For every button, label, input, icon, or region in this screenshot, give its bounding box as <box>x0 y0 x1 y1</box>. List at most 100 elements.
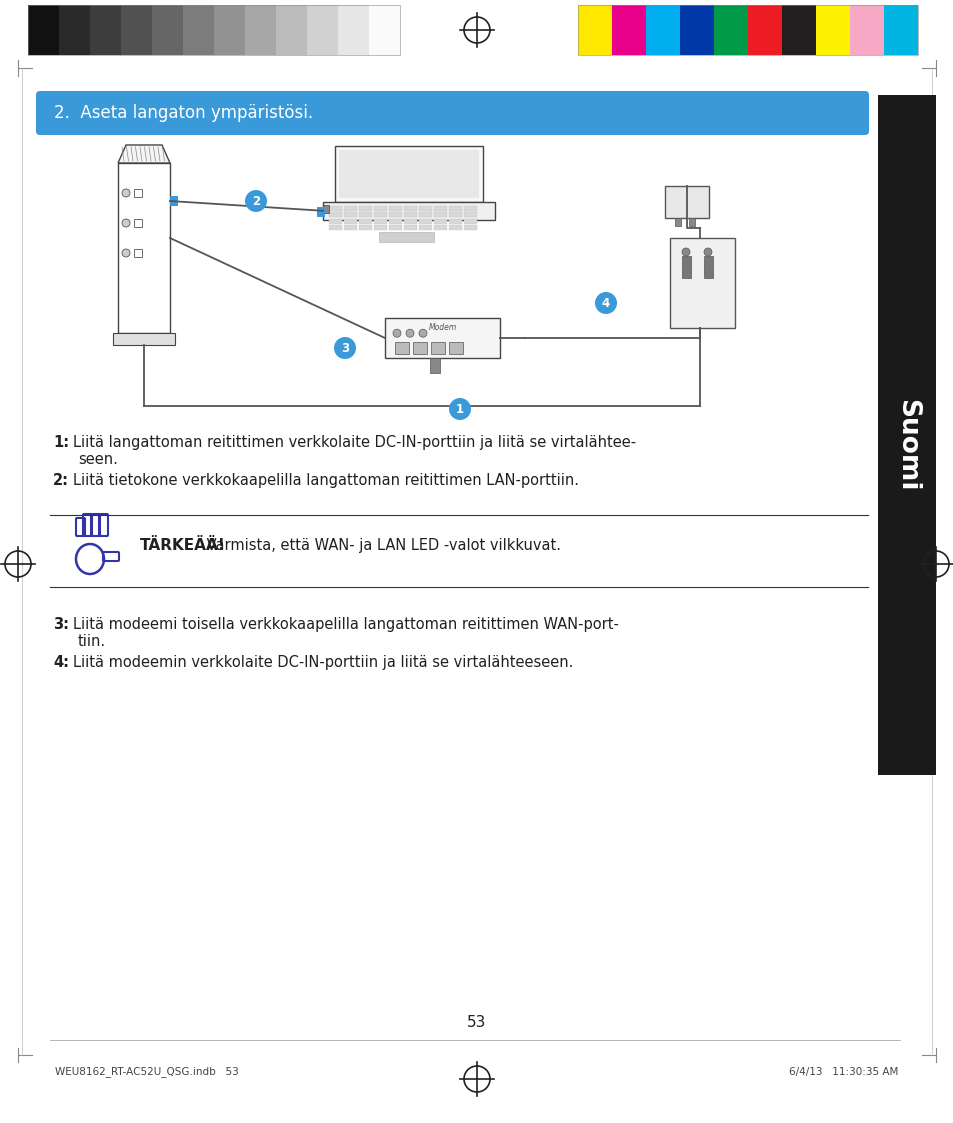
Text: 6/4/13   11:30:35 AM: 6/4/13 11:30:35 AM <box>788 1067 897 1077</box>
Bar <box>418 206 432 211</box>
Bar <box>449 226 461 230</box>
Bar <box>170 197 178 206</box>
Bar <box>675 218 680 226</box>
Bar <box>329 219 341 223</box>
Text: 4:: 4: <box>53 655 69 670</box>
Bar <box>358 212 372 217</box>
Bar <box>781 4 815 55</box>
Bar <box>681 256 690 279</box>
Bar <box>713 4 747 55</box>
Bar <box>112 334 174 345</box>
Text: 2:: 2: <box>53 473 69 489</box>
Text: Modem: Modem <box>428 323 456 332</box>
Bar <box>337 4 369 55</box>
Bar <box>335 146 482 202</box>
Bar <box>133 189 142 197</box>
Bar <box>323 204 329 212</box>
Bar <box>389 219 401 223</box>
FancyBboxPatch shape <box>36 91 868 135</box>
Bar <box>133 249 142 257</box>
Bar <box>431 343 444 354</box>
Bar <box>747 4 781 55</box>
Bar <box>344 212 356 217</box>
Bar <box>877 95 935 775</box>
Bar <box>28 4 399 55</box>
Bar <box>679 4 713 55</box>
Bar <box>90 4 121 55</box>
Text: Varmista, että WAN- ja LAN LED -valot vilkkuvat.: Varmista, että WAN- ja LAN LED -valot vi… <box>202 538 560 553</box>
Bar <box>378 231 434 241</box>
Text: Liitä langattoman reitittimen verkkolaite DC-IN-porttiin ja liitä se virtalähtee: Liitä langattoman reitittimen verkkolait… <box>73 435 636 450</box>
Bar <box>463 226 476 230</box>
Bar <box>449 219 461 223</box>
Bar <box>245 4 275 55</box>
Bar <box>344 226 356 230</box>
Circle shape <box>406 329 414 337</box>
Bar <box>121 4 152 55</box>
Bar <box>118 163 170 334</box>
Bar <box>434 206 447 211</box>
Circle shape <box>122 189 130 197</box>
Bar <box>389 226 401 230</box>
Circle shape <box>449 398 471 420</box>
Text: 53: 53 <box>467 1015 486 1030</box>
Text: WEU8162_RT-AC52U_QSG.indb   53: WEU8162_RT-AC52U_QSG.indb 53 <box>55 1067 238 1077</box>
Circle shape <box>703 248 711 256</box>
Bar <box>612 4 645 55</box>
Bar <box>403 219 416 223</box>
Bar <box>703 256 712 279</box>
Bar <box>28 4 59 55</box>
Bar <box>374 219 387 223</box>
Circle shape <box>393 329 400 337</box>
Bar <box>338 150 478 198</box>
Text: tiin.: tiin. <box>78 634 106 649</box>
Bar <box>434 226 447 230</box>
Bar <box>316 208 325 217</box>
Circle shape <box>418 329 427 337</box>
Text: 3: 3 <box>340 343 349 355</box>
Bar <box>358 206 372 211</box>
Bar <box>849 4 883 55</box>
Bar <box>344 206 356 211</box>
Bar <box>463 219 476 223</box>
Circle shape <box>122 219 130 227</box>
Text: Suomi: Suomi <box>893 399 919 491</box>
Bar <box>669 238 734 328</box>
Bar <box>403 206 416 211</box>
Text: 1: 1 <box>456 403 463 416</box>
Text: Liitä modeemi toisella verkkokaapelilla langattoman reitittimen WAN-port-: Liitä modeemi toisella verkkokaapelilla … <box>73 617 618 632</box>
Bar <box>463 206 476 211</box>
Bar <box>59 4 90 55</box>
Bar <box>403 226 416 230</box>
Text: 2: 2 <box>252 195 260 208</box>
Bar <box>374 206 387 211</box>
Text: 1:: 1: <box>53 435 69 450</box>
Text: Liitä modeemin verkkolaite DC-IN-porttiin ja liitä se virtalähteeseen.: Liitä modeemin verkkolaite DC-IN-porttii… <box>73 655 573 670</box>
Bar <box>323 202 495 220</box>
Bar <box>344 219 356 223</box>
Bar <box>385 318 499 358</box>
Bar <box>395 343 409 354</box>
Circle shape <box>334 337 355 359</box>
Bar <box>434 219 447 223</box>
Circle shape <box>595 292 617 314</box>
Bar <box>307 4 337 55</box>
Bar <box>449 343 462 354</box>
Bar <box>883 4 917 55</box>
Bar <box>413 343 427 354</box>
Bar <box>152 4 183 55</box>
Bar <box>329 212 341 217</box>
Bar <box>418 226 432 230</box>
Bar <box>369 4 399 55</box>
Bar <box>213 4 245 55</box>
Bar <box>815 4 849 55</box>
Bar <box>389 212 401 217</box>
Circle shape <box>681 248 689 256</box>
Bar <box>434 212 447 217</box>
Bar <box>133 219 142 227</box>
Text: Liitä tietokone verkkokaapelilla langattoman reitittimen LAN-porttiin.: Liitä tietokone verkkokaapelilla langatt… <box>73 473 578 489</box>
Bar <box>578 4 917 55</box>
Bar <box>183 4 213 55</box>
Bar <box>418 219 432 223</box>
Bar <box>358 219 372 223</box>
